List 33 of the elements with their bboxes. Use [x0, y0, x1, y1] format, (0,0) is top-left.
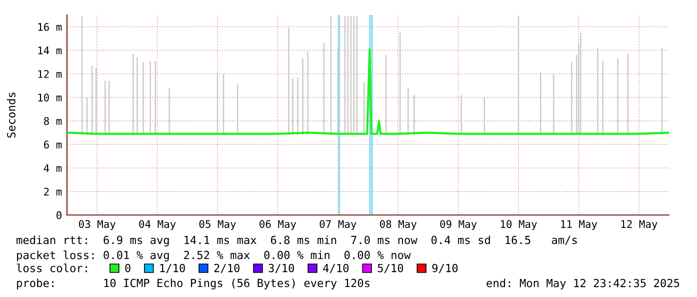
y-tick-label: 2 m — [44, 188, 62, 196]
y-tick-label: 4 m — [44, 164, 62, 172]
legend-label: 1/10 — [160, 264, 185, 274]
legend-label: 4/10 — [323, 264, 349, 274]
legend-label: 9/10 — [432, 264, 458, 274]
x-tick-label: 10 May — [500, 220, 537, 230]
text: end: Mon May 12 23:42:35 2025 — [486, 278, 680, 290]
x-tick-label: 11 May — [561, 220, 598, 230]
x-tick-label: 06 May — [260, 220, 296, 230]
x-tick-label: 03 May — [78, 220, 116, 230]
legend-label: 2/10 — [214, 264, 240, 274]
y-tick-label: 12 m — [38, 70, 62, 78]
legend-label: 5/10 — [378, 264, 404, 274]
y-tick-label: 16 m — [38, 23, 62, 31]
y-tick-label: 6 m — [44, 140, 62, 149]
x-tick-label: 07 May — [320, 220, 356, 230]
y-tick-label: 14 m — [38, 46, 62, 54]
y-axis-title: Seconds — [6, 92, 16, 138]
text: packet loss: 0.01 % avg 2.52 % max 0.00 % min 0.00 % now — [17, 250, 411, 262]
y-tick-label: 8 m — [44, 117, 62, 126]
line-series — [67, 48, 669, 135]
y-tick-label: 0 — [56, 211, 62, 220]
y-tick-label: 10 m — [38, 94, 62, 102]
legend-title: loss color: — [16, 264, 87, 272]
x-tick-label: 08 May — [380, 220, 417, 230]
x-tick-label: 09 May — [440, 220, 477, 230]
text: median rtt: 6.9 ms avg 14.1 ms max 6.8 ms min 7.0 ms now 0.4 ms sd 16.5 am/s — [16, 236, 577, 246]
text: probe: 10 ICMP Echo Pings (56 Bytes) every 120s — [17, 278, 370, 290]
legend-label: 3/10 — [268, 264, 294, 274]
x-tick-label: 12 May — [621, 220, 658, 230]
x-tick-label: 04 May — [139, 220, 176, 230]
legend-label: 0 — [125, 264, 130, 272]
x-tick-label: 05 May — [199, 220, 236, 230]
